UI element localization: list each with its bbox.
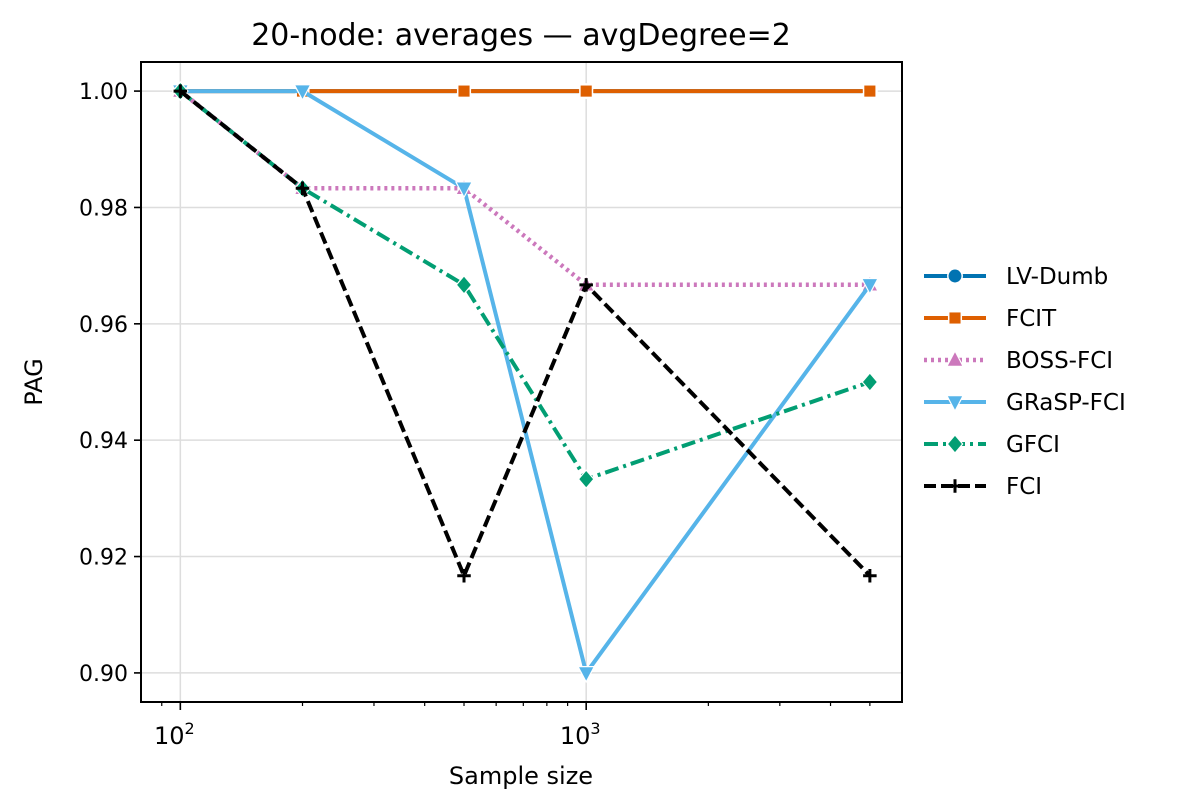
- legend-marker: [945, 349, 965, 367]
- legend-item: FCIT: [924, 306, 1057, 332]
- data-point: [454, 181, 474, 199]
- series-grasp-fci: [171, 84, 879, 684]
- y-tick-label: 0.92: [79, 546, 128, 571]
- x-tick-exp: 2: [185, 719, 195, 738]
- data-point: [863, 568, 877, 583]
- y-axis-label: PAG: [20, 358, 48, 406]
- legend-marker: [945, 395, 965, 413]
- series-boss-fci: [171, 80, 879, 292]
- data-point: [577, 469, 595, 490]
- legend-item: LV-Dumb: [924, 264, 1108, 290]
- y-tick-label: 0.90: [79, 662, 128, 687]
- x-tick-exp: 3: [590, 719, 600, 738]
- data-point: [457, 568, 471, 583]
- legend-label: BOSS-FCI: [1006, 348, 1113, 374]
- legend-item: FCI: [924, 474, 1042, 500]
- legend-item: GRaSP-FCI: [924, 390, 1126, 416]
- data-point: [455, 274, 473, 295]
- plot-series: [171, 80, 879, 684]
- y-tick-label: 0.94: [79, 429, 128, 454]
- series-line: [179, 89, 872, 578]
- chart-title: 20-node: averages — avgDegree=2: [251, 18, 791, 53]
- data-point: [456, 84, 472, 99]
- data-point: [173, 84, 188, 98]
- legend-marker: [946, 434, 964, 454]
- data-point: [862, 84, 877, 99]
- legend-label: FCIT: [1006, 306, 1057, 332]
- legend-label: FCI: [1006, 474, 1042, 500]
- x-tick-label: 102: [154, 719, 195, 750]
- legend-label: GFCI: [1006, 432, 1060, 458]
- legend-item: GFCI: [924, 432, 1060, 458]
- y-tick-label: 0.98: [79, 196, 128, 221]
- grid: [141, 62, 902, 702]
- series-fci: [173, 84, 877, 583]
- data-point: [860, 277, 879, 296]
- legend-label: GRaSP-FCI: [1006, 390, 1126, 416]
- series-gfci: [171, 81, 879, 490]
- legend-label: LV-Dumb: [1006, 264, 1108, 290]
- data-point: [577, 666, 596, 684]
- data-point: [295, 181, 310, 196]
- legend-marker: [947, 310, 963, 326]
- data-point: [293, 84, 312, 102]
- data-point: [861, 372, 879, 392]
- plot-frame: [140, 61, 903, 703]
- legend-marker: [948, 479, 962, 493]
- y-tick-label: 1.00: [79, 80, 128, 105]
- legend-marker: [947, 268, 963, 284]
- series-line: [178, 89, 870, 288]
- legend: LV-Dumb FCIT BOSS-FCI GRaSP-FCI GFCI FCI: [924, 264, 1126, 500]
- legend-item: BOSS-FCI: [924, 348, 1113, 374]
- x-tick-base: 10: [154, 722, 185, 750]
- data-point: [579, 84, 594, 99]
- x-tick-base: 10: [560, 722, 591, 750]
- y-tick-label: 0.96: [79, 313, 128, 338]
- data-point: [579, 278, 593, 292]
- x-axis-label: Sample size: [449, 762, 593, 790]
- x-tick-label: 103: [560, 719, 601, 750]
